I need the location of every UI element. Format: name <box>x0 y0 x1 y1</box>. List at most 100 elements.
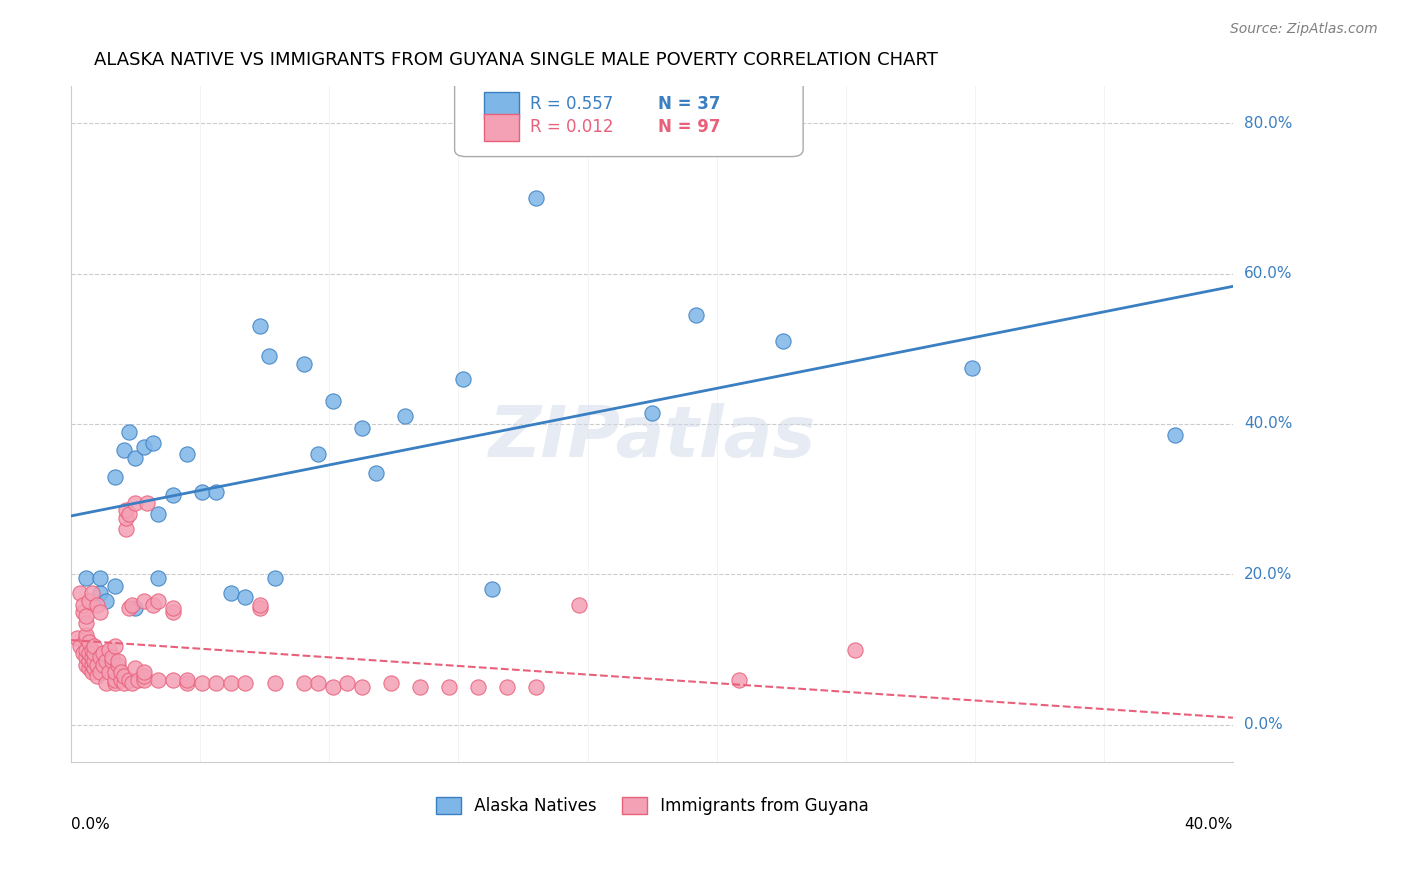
Point <box>292 357 315 371</box>
Point <box>80 642 103 657</box>
Point <box>124 601 146 615</box>
Point <box>83 654 105 668</box>
Point <box>115 522 138 536</box>
Point <box>148 673 170 687</box>
Point <box>176 676 198 690</box>
Point <box>685 308 707 322</box>
Point <box>162 601 184 615</box>
Point <box>86 657 108 672</box>
Point <box>205 676 228 690</box>
Point <box>453 372 475 386</box>
Point <box>524 680 547 694</box>
Point <box>263 571 285 585</box>
Point <box>75 571 97 585</box>
Point <box>467 680 489 694</box>
Text: Source: ZipAtlas.com: Source: ZipAtlas.com <box>1230 22 1378 37</box>
Point <box>728 673 751 687</box>
Point <box>191 676 214 690</box>
Point <box>322 680 344 694</box>
Point <box>205 484 228 499</box>
Point <box>104 469 127 483</box>
Point <box>75 616 97 631</box>
Point <box>148 571 170 585</box>
Point <box>496 680 519 694</box>
Text: ALASKA NATIVE VS IMMIGRANTS FROM GUYANA SINGLE MALE POVERTY CORRELATION CHART: ALASKA NATIVE VS IMMIGRANTS FROM GUYANA … <box>94 51 938 69</box>
Point <box>249 598 271 612</box>
Text: ZIPatlas: ZIPatlas <box>488 403 815 472</box>
Point <box>104 665 127 680</box>
Point <box>1164 428 1187 442</box>
Legend:  Alaska Natives,  Immigrants from Guyana: Alaska Natives, Immigrants from Guyana <box>429 790 876 822</box>
Text: R = 0.557: R = 0.557 <box>530 95 613 113</box>
Point <box>80 650 103 665</box>
Point <box>409 680 432 694</box>
Point <box>132 665 155 680</box>
Point <box>437 680 460 694</box>
Point <box>86 598 108 612</box>
Point <box>104 676 127 690</box>
Point <box>249 601 271 615</box>
Text: 0.0%: 0.0% <box>1244 717 1282 732</box>
Point <box>101 654 124 668</box>
Point <box>80 665 103 680</box>
Point <box>104 639 127 653</box>
Point <box>89 650 111 665</box>
FancyBboxPatch shape <box>484 114 519 141</box>
Point <box>66 632 89 646</box>
Point <box>162 605 184 619</box>
Point <box>121 676 143 690</box>
Text: N = 37: N = 37 <box>658 95 720 113</box>
Point <box>83 661 105 675</box>
Point <box>257 349 280 363</box>
Point <box>380 676 402 690</box>
Point <box>98 665 121 680</box>
Point <box>91 657 114 672</box>
Point <box>322 394 344 409</box>
Point <box>75 657 97 672</box>
Point <box>219 586 242 600</box>
Point <box>72 647 94 661</box>
Point <box>75 632 97 646</box>
Point <box>75 642 97 657</box>
Point <box>148 593 170 607</box>
Point <box>104 673 127 687</box>
Point <box>118 601 141 615</box>
Point <box>89 665 111 680</box>
Text: 60.0%: 60.0% <box>1244 266 1292 281</box>
Point <box>121 598 143 612</box>
Point <box>89 605 111 619</box>
Text: 40.0%: 40.0% <box>1244 417 1292 432</box>
Text: 80.0%: 80.0% <box>1244 116 1292 130</box>
FancyBboxPatch shape <box>484 92 519 120</box>
Text: 40.0%: 40.0% <box>1185 816 1233 831</box>
Point <box>219 676 242 690</box>
Point <box>77 593 100 607</box>
Point <box>110 673 132 687</box>
Point <box>94 593 117 607</box>
Point <box>83 639 105 653</box>
Point <box>142 598 165 612</box>
Point <box>132 673 155 687</box>
Point <box>94 676 117 690</box>
Point <box>481 582 503 597</box>
Point <box>263 676 285 690</box>
FancyBboxPatch shape <box>454 78 803 157</box>
Point <box>336 676 359 690</box>
Text: N = 97: N = 97 <box>658 119 720 136</box>
Point <box>127 673 149 687</box>
Point <box>75 650 97 665</box>
Point <box>162 673 184 687</box>
Point <box>394 409 416 424</box>
Point <box>69 639 91 653</box>
Point <box>124 450 146 465</box>
Point <box>124 661 146 675</box>
Point <box>118 508 141 522</box>
Point <box>124 496 146 510</box>
Text: 20.0%: 20.0% <box>1244 567 1292 582</box>
Point <box>115 503 138 517</box>
Point <box>89 586 111 600</box>
Point <box>235 590 257 604</box>
Point <box>132 440 155 454</box>
Point <box>112 443 135 458</box>
Point <box>350 421 373 435</box>
